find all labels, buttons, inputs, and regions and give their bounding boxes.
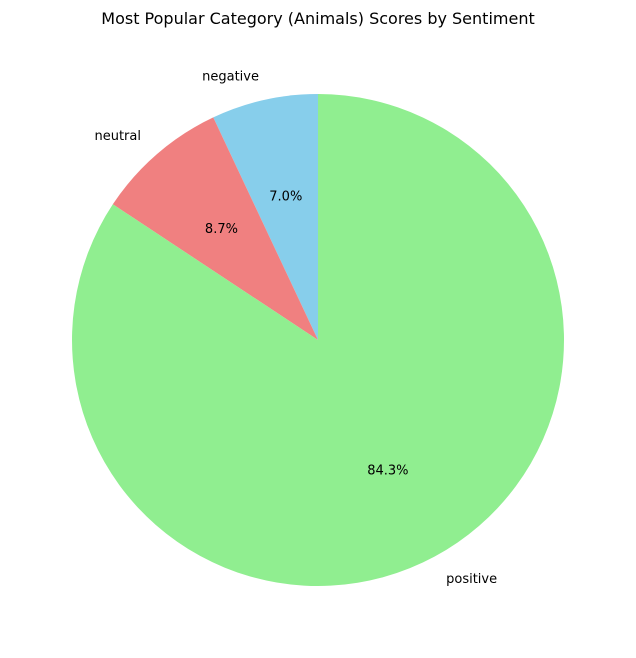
pie-slices bbox=[72, 94, 565, 586]
slice-label-negative: negative bbox=[202, 69, 259, 84]
pie-slice-neutral bbox=[112, 117, 318, 340]
slice-pct-neutral: 8.7% bbox=[205, 222, 238, 237]
pie-slice-positive bbox=[72, 94, 565, 586]
pie-labels: negative 7.0% neutral 8.7% positive 84.3% bbox=[94, 69, 497, 586]
chart-title: Most Popular Category (Animals) Scores b… bbox=[101, 9, 534, 28]
slice-pct-negative: 7.0% bbox=[269, 189, 302, 204]
pie-slice-negative bbox=[213, 94, 318, 340]
slice-label-positive: positive bbox=[446, 572, 497, 587]
slice-label-neutral: neutral bbox=[94, 129, 141, 144]
slice-pct-positive: 84.3% bbox=[367, 464, 408, 479]
